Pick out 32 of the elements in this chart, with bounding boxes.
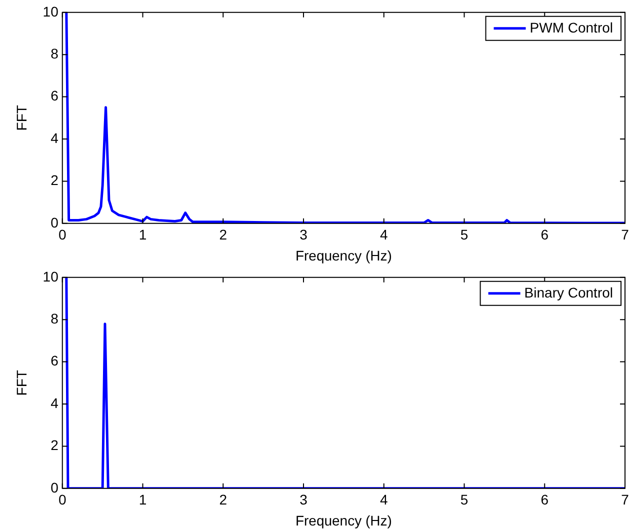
y-tick-label: 6 <box>50 352 59 369</box>
x-tick-label: 3 <box>300 492 308 508</box>
y-tick-label: 8 <box>50 310 59 326</box>
legend-label: Binary Control <box>524 284 613 300</box>
y-tick-label: 8 <box>50 45 59 62</box>
x-tick-label: 2 <box>219 226 228 243</box>
y-tick-label: 2 <box>50 172 59 188</box>
legend-label: PWM Control <box>530 19 613 36</box>
x-tick-label: 4 <box>380 226 388 243</box>
y-tick-label: 4 <box>50 394 59 411</box>
y-tick-label: 0 <box>50 214 59 230</box>
x-tick-label: 6 <box>540 492 549 508</box>
y-axis-title: FFT <box>13 370 30 396</box>
x-tick-label: 5 <box>460 492 468 508</box>
y-tick-label: 0 <box>50 479 59 496</box>
x-tick-label: 7 <box>621 226 630 243</box>
y-tick-label: 2 <box>50 437 59 454</box>
y-tick-label: 10 <box>42 268 59 284</box>
x-tick-label: 3 <box>300 226 308 243</box>
x-tick-label: 1 <box>138 226 147 243</box>
x-tick-label: 2 <box>219 492 228 508</box>
x-tick-label: 4 <box>380 492 388 508</box>
x-axis-title: Frequency (Hz) <box>295 247 392 264</box>
y-axis-title: FFT <box>13 104 30 131</box>
y-tick-label: 10 <box>42 3 59 20</box>
y-tick-label: 6 <box>50 88 59 104</box>
x-axis-title: Frequency (Hz) <box>295 512 392 528</box>
x-tick-label: 1 <box>138 492 147 508</box>
y-tick-label: 4 <box>50 130 59 146</box>
x-tick-label: 6 <box>540 226 549 243</box>
x-tick-label: 7 <box>621 492 630 508</box>
x-tick-label: 5 <box>460 226 468 243</box>
